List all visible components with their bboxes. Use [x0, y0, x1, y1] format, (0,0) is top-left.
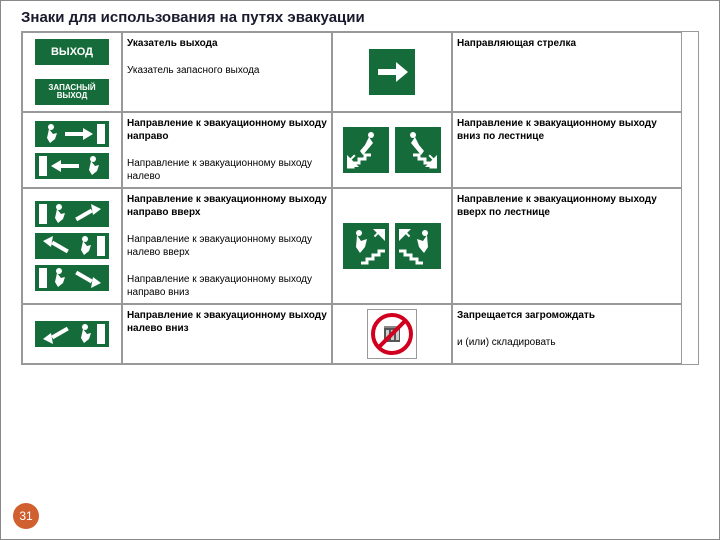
label-no-obstruct1: Запрещается загромождать	[457, 309, 677, 322]
sign-cell-stairs-up	[332, 188, 452, 304]
label-cell: Направляющая стрелка	[452, 32, 682, 112]
exit-left-icon	[33, 151, 111, 181]
label-arrow: Направляющая стрелка	[457, 37, 677, 50]
label-no-obstruct2: и (или) складировать	[457, 336, 677, 349]
label-exit: Указатель выхода	[127, 37, 327, 50]
exit-down-right-icon	[33, 263, 111, 293]
signs-table: ВЫХОД ЗАПАСНЫЙ ВЫХОД Указатель выхода Ук…	[21, 31, 699, 365]
stairs-up-right-icon	[341, 221, 391, 271]
label-stairs-down: Направление к эвакуационному выходу вниз…	[457, 117, 677, 143]
label-up-left: Направление к эвакуационному выходу нале…	[127, 233, 327, 259]
page-title: Знаки для использования на путях эвакуац…	[21, 9, 365, 26]
label-dir-right: Направление к эвакуационному выходу напр…	[127, 117, 327, 143]
label-cell: Направление к эвакуационному выходу напр…	[122, 112, 332, 188]
exit-sign-icon: ВЫХОД	[33, 37, 111, 67]
label-cell: Направление к эвакуационному выходу напр…	[122, 188, 332, 304]
exit-down-left-icon	[33, 319, 111, 349]
label-cell: Указатель выхода Указатель запасного вых…	[122, 32, 332, 112]
label-emergency-exit: Указатель запасного выхода	[127, 64, 327, 77]
emergency-exit-sign-icon: ЗАПАСНЫЙ ВЫХОД	[33, 77, 111, 107]
label-cell: Направление к эвакуационному выходу ввер…	[452, 188, 682, 304]
emergency-line2: ВЫХОД	[57, 92, 88, 100]
sign-cell-diag	[22, 188, 122, 304]
exit-right-icon	[33, 119, 111, 149]
exit-up-left-icon	[33, 231, 111, 261]
label-cell: Направление к эвакуационному выходу вниз…	[452, 112, 682, 188]
arrow-right-icon	[367, 47, 417, 97]
page-number-badge: 31	[13, 503, 39, 529]
no-obstruct-icon	[367, 309, 417, 359]
label-down-left: Направление к эвакуационному выходу нале…	[127, 309, 327, 335]
stairs-up-left-icon	[393, 221, 443, 271]
sign-cell-down-left	[22, 304, 122, 364]
label-dir-left: Направление к эвакуационному выходу нале…	[127, 157, 327, 183]
label-cell: Направление к эвакуационному выходу нале…	[122, 304, 332, 364]
label-down-right: Направление к эвакуационному выходу напр…	[127, 273, 327, 299]
label-cell: Запрещается загромождать и (или) складир…	[452, 304, 682, 364]
sign-cell-direction-lr	[22, 112, 122, 188]
sign-cell-stairs-down	[332, 112, 452, 188]
label-up-right: Направление к эвакуационному выходу напр…	[127, 193, 327, 219]
sign-cell-exit: ВЫХОД ЗАПАСНЫЙ ВЫХОД	[22, 32, 122, 112]
sign-cell-prohib	[332, 304, 452, 364]
stairs-down-right-icon	[393, 125, 443, 175]
label-stairs-up: Направление к эвакуационному выходу ввер…	[457, 193, 677, 219]
exit-up-right-icon	[33, 199, 111, 229]
stairs-down-left-icon	[341, 125, 391, 175]
sign-cell-arrow	[332, 32, 452, 112]
